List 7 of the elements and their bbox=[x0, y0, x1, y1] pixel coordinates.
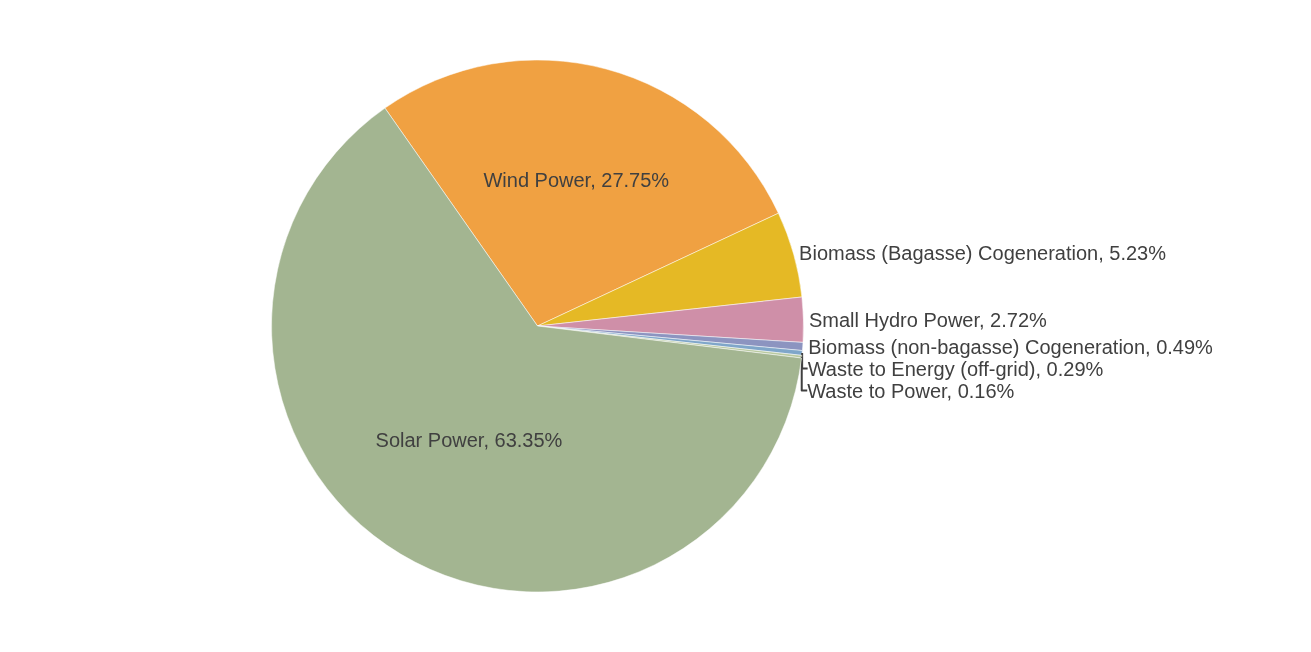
slice-label: Wind Power, 27.75% bbox=[483, 169, 670, 192]
slice-label: Biomass (Bagasse) Cogeneration, 5.23% bbox=[799, 242, 1167, 265]
slice-label: Small Hydro Power, 2.72% bbox=[808, 308, 1048, 331]
slice-label: Solar Power, 63.35% bbox=[375, 429, 563, 452]
slice-label: Waste to Power, 0.16% bbox=[807, 379, 1015, 402]
slice-label: Waste to Energy (off-grid), 0.29% bbox=[807, 357, 1104, 380]
slice-label: Biomass (non-bagasse) Cogeneration, 0.49% bbox=[808, 335, 1214, 358]
